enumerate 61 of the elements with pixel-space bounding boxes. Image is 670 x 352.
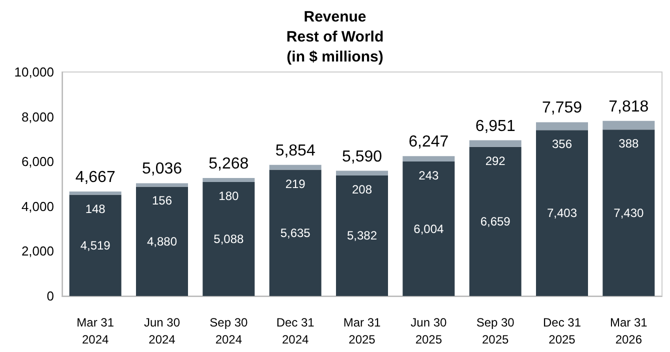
bar <box>602 120 655 130</box>
data-label: 4,880 <box>146 234 178 248</box>
data-label: 156 <box>152 194 172 208</box>
bar <box>402 162 455 296</box>
bar <box>536 122 588 130</box>
bar <box>202 178 255 182</box>
x-tick-label: Sep 30 2024 <box>210 316 248 346</box>
bar <box>469 146 522 296</box>
x-tick-label: Mar 31 2024 <box>76 316 114 346</box>
data-label: 219 <box>285 176 306 191</box>
bar <box>269 164 322 170</box>
total-label: 5,590 <box>342 148 382 166</box>
data-label: 388 <box>618 136 639 151</box>
chart-title: Revenue Rest of World (in $ millions) <box>286 8 384 66</box>
data-label: 292 <box>485 154 506 168</box>
bar <box>69 194 122 296</box>
x-tick-label: Dec 31 2025 <box>542 316 582 346</box>
data-label: 243 <box>418 168 439 183</box>
total-label: 5,854 <box>275 142 316 160</box>
data-label: 208 <box>352 182 372 196</box>
data-label: 5,382 <box>346 228 378 243</box>
bar <box>469 140 522 147</box>
bar <box>69 191 122 195</box>
total-label: 7,759 <box>542 100 582 117</box>
data-label: 4,519 <box>80 238 111 252</box>
bar <box>269 170 322 296</box>
data-label: 6,004 <box>414 222 444 236</box>
x-tick-label: Mar 31 2026 <box>610 316 648 346</box>
data-label: 7,403 <box>546 206 578 220</box>
bar <box>536 130 588 296</box>
total-label: 5,268 <box>208 155 249 172</box>
bar <box>202 182 255 296</box>
total-label: 5,036 <box>142 160 182 178</box>
data-label: 180 <box>218 189 239 204</box>
y-tick-label: 8,000 <box>21 109 54 124</box>
x-tick-label: Sep 30 2025 <box>476 316 515 346</box>
bar <box>402 156 455 162</box>
total-label: 7,818 <box>608 98 649 116</box>
y-tick-label: 6,000 <box>21 154 54 170</box>
data-label: 356 <box>552 137 572 152</box>
x-tick-label: Jun 30 2024 <box>144 316 180 346</box>
bar <box>336 170 388 176</box>
bar <box>336 175 388 296</box>
total-label: 6,951 <box>475 118 516 135</box>
data-label: 148 <box>85 202 106 216</box>
y-tick-label: 4,000 <box>21 198 54 214</box>
bar <box>136 186 188 296</box>
data-label: 6,659 <box>480 214 511 228</box>
bar <box>136 183 188 187</box>
x-tick-label: Mar 31 2025 <box>343 316 381 346</box>
total-label: 4,667 <box>75 168 116 186</box>
total-label: 6,247 <box>408 134 449 151</box>
y-tick-label: 2,000 <box>21 244 54 259</box>
bar <box>602 130 655 296</box>
data-label: 5,635 <box>280 226 311 240</box>
y-tick-label: 0 <box>46 288 54 304</box>
data-label: 7,430 <box>614 206 644 220</box>
data-label: 5,088 <box>214 232 244 246</box>
y-tick-label: 10,000 <box>14 64 54 80</box>
x-tick-label: Dec 31 2024 <box>276 316 315 346</box>
x-tick-label: Jun 30 2025 <box>410 316 448 346</box>
